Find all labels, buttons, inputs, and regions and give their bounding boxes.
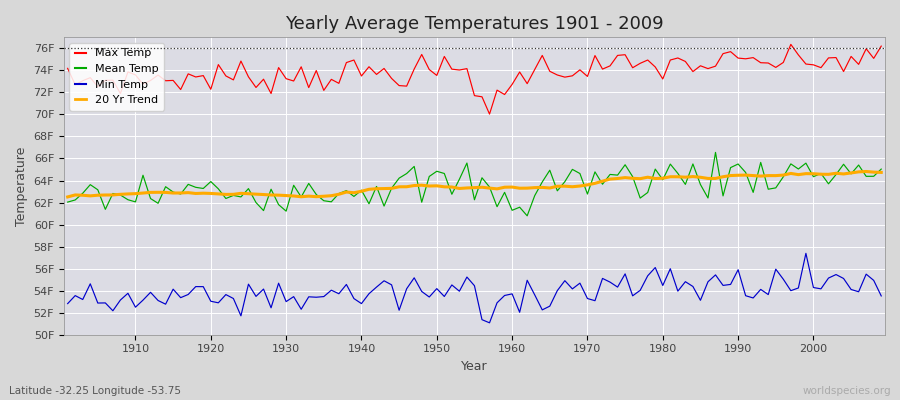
Legend: Max Temp, Mean Temp, Min Temp, 20 Yr Trend: Max Temp, Mean Temp, Min Temp, 20 Yr Tre… [69, 43, 164, 111]
Title: Yearly Average Temperatures 1901 - 2009: Yearly Average Temperatures 1901 - 2009 [285, 15, 664, 33]
Y-axis label: Temperature: Temperature [15, 146, 28, 226]
Text: worldspecies.org: worldspecies.org [803, 386, 891, 396]
X-axis label: Year: Year [461, 360, 488, 373]
Text: Latitude -32.25 Longitude -53.75: Latitude -32.25 Longitude -53.75 [9, 386, 181, 396]
